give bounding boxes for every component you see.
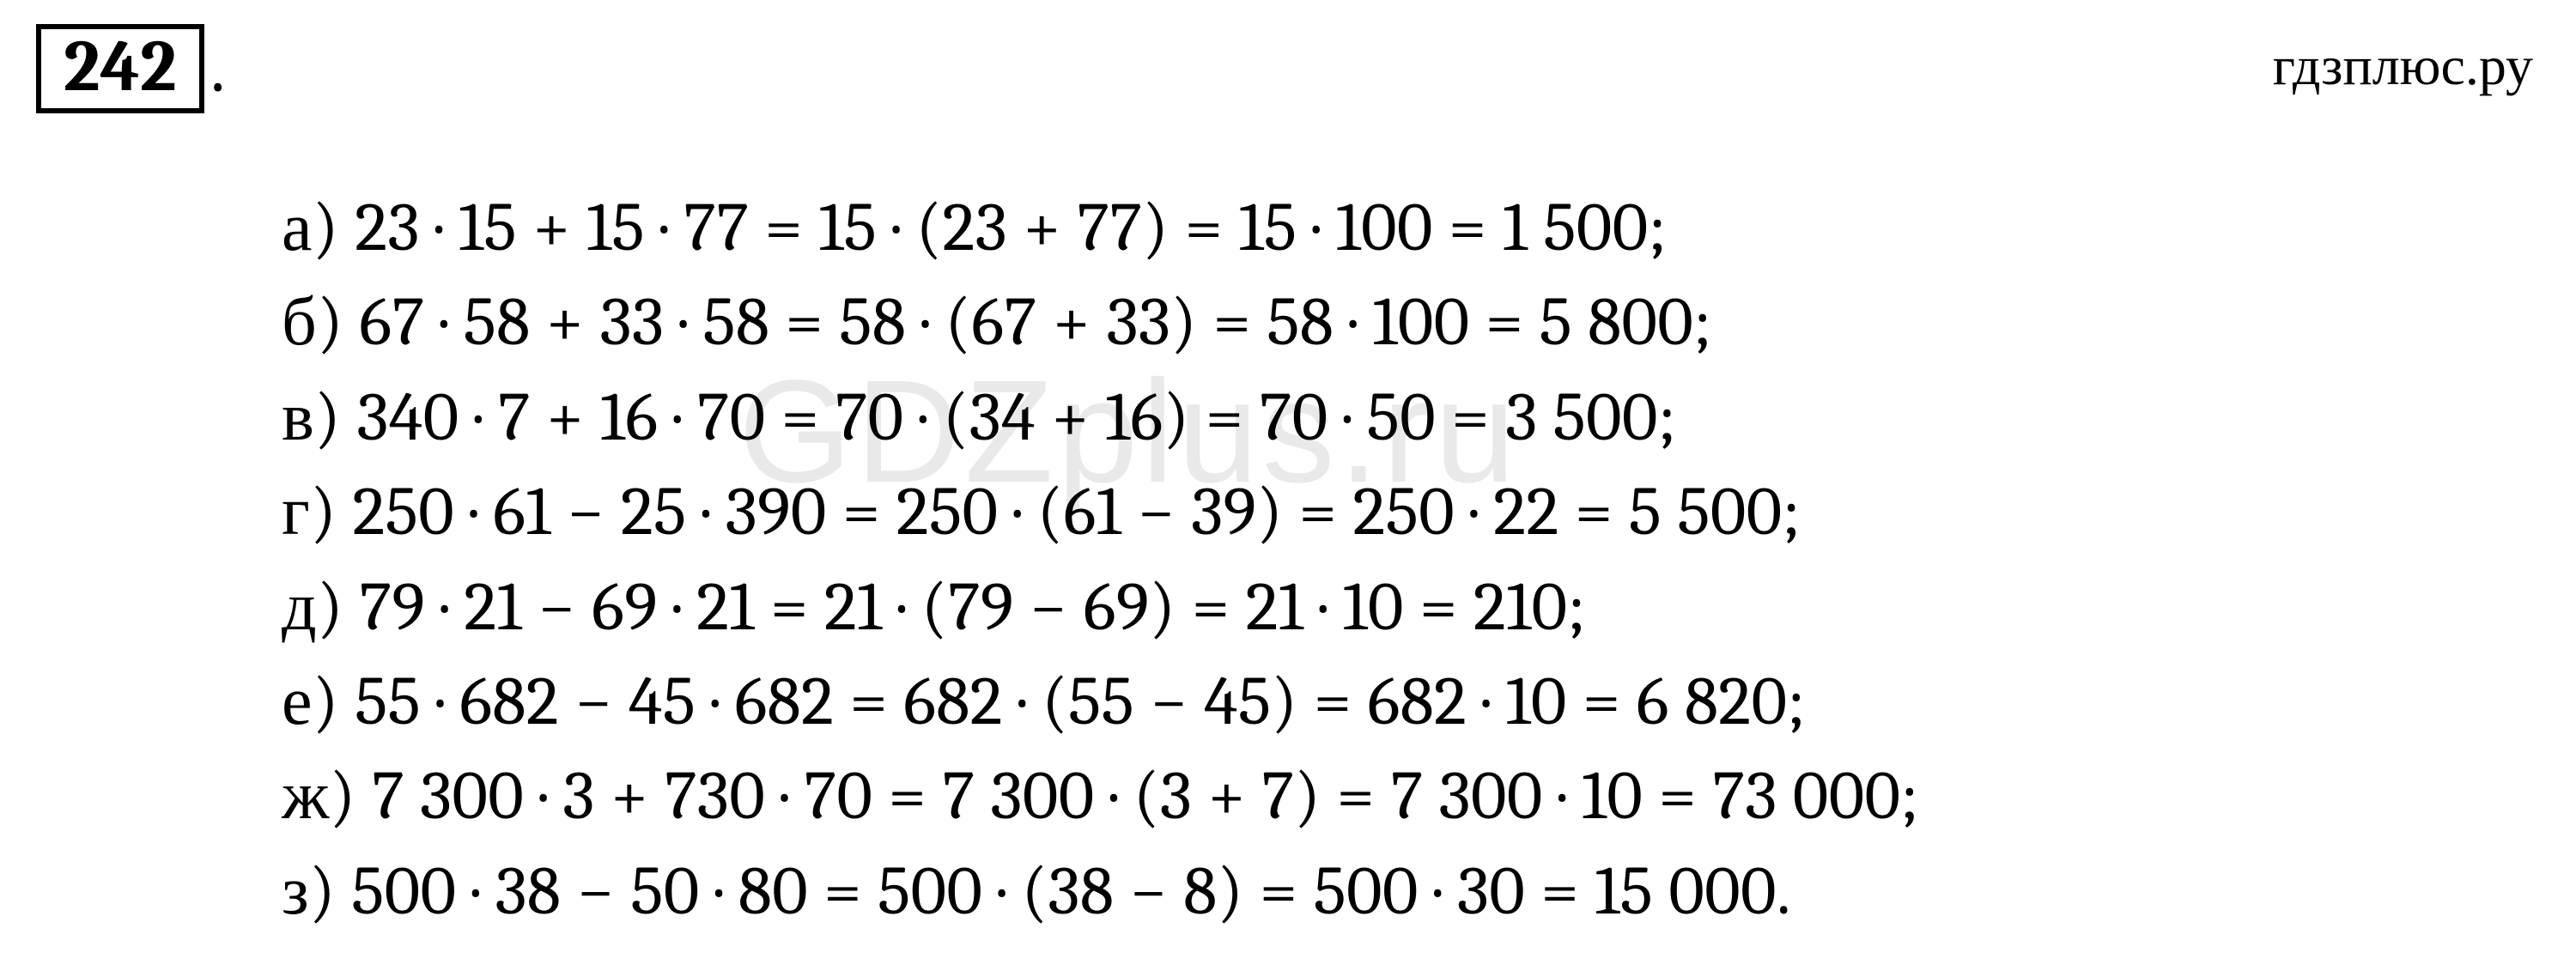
equation-line: а) 23 · 15 + 15 · 77 = 15 · (23 + 77) = … bbox=[282, 180, 1919, 275]
line-label: з) bbox=[282, 852, 336, 931]
equation-line: ж) 7 300 · 3 + 730 · 70 = 7 300 · (3 + 7… bbox=[282, 749, 1919, 843]
solution-content: а) 23 · 15 + 15 · 77 = 15 · (23 + 77) = … bbox=[282, 180, 1919, 938]
equation-line: в) 340 · 7 + 16 · 70 = 70 · (34 + 16) = … bbox=[282, 370, 1919, 464]
problem-period: . bbox=[210, 26, 225, 109]
line-label: в) bbox=[282, 378, 341, 457]
line-label: г) bbox=[282, 472, 337, 551]
equation-line: е) 55 · 682 − 45 · 682 = 682 · (55 − 45)… bbox=[282, 654, 1919, 749]
line-text: 500 · 38 − 50 · 80 = 500 · (38 − 8) = 50… bbox=[351, 852, 1791, 931]
line-text: 79 · 21 − 69 · 21 = 21 · (79 − 69) = 21 … bbox=[359, 567, 1586, 646]
line-text: 55 · 682 − 45 · 682 = 682 · (55 − 45) = … bbox=[355, 662, 1806, 741]
line-label: а) bbox=[282, 188, 339, 267]
problem-number: 242 bbox=[64, 25, 177, 108]
equation-line: д) 79 · 21 − 69 · 21 = 21 · (79 − 69) = … bbox=[282, 560, 1919, 654]
page: 242 . гдзплюс.ру GDZplus.ru а) 23 · 15 +… bbox=[0, 0, 2576, 965]
line-text: 250 · 61 − 25 · 390 = 250 · (61 − 39) = … bbox=[352, 472, 1801, 551]
line-label: б) bbox=[282, 282, 343, 361]
equation-line: г) 250 · 61 − 25 · 390 = 250 · (61 − 39)… bbox=[282, 464, 1919, 559]
line-text: 340 · 7 + 16 · 70 = 70 · (34 + 16) = 70 … bbox=[356, 378, 1676, 457]
line-label: д) bbox=[282, 567, 343, 646]
line-text: 23 · 15 + 15 · 77 = 15 · (23 + 77) = 15 … bbox=[355, 188, 1667, 267]
problem-number-box: 242 bbox=[36, 24, 204, 113]
equation-line: з) 500 · 38 − 50 · 80 = 500 · (38 − 8) =… bbox=[282, 844, 1919, 938]
equation-line: б) 67 · 58 + 33 · 58 = 58 · (67 + 33) = … bbox=[282, 275, 1919, 369]
source-label: гдзплюс.ру bbox=[2273, 34, 2533, 98]
line-text: 7 300 · 3 + 730 · 70 = 7 300 · (3 + 7) =… bbox=[372, 756, 1919, 835]
line-label: е) bbox=[282, 662, 339, 741]
line-text: 67 · 58 + 33 · 58 = 58 · (67 + 33) = 58 … bbox=[359, 282, 1711, 361]
line-label: ж) bbox=[282, 756, 356, 835]
